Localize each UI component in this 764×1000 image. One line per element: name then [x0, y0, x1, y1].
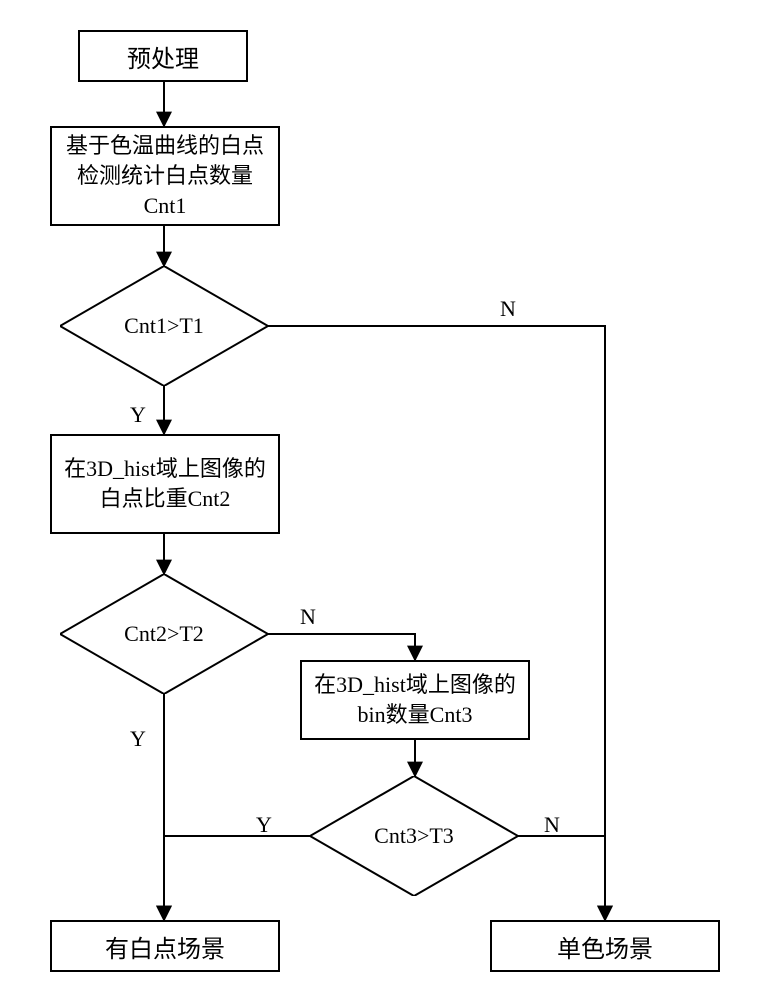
- edge-label-t3-y: Y: [256, 812, 272, 838]
- node-white-scene: 有白点场景: [50, 920, 280, 972]
- decision-t1: Cnt1>T1: [60, 266, 268, 386]
- node-label: Cnt1>T1: [124, 313, 204, 339]
- node-label: Cnt2>T2: [124, 621, 204, 647]
- node-mono-scene: 单色场景: [490, 920, 720, 972]
- node-label: 在3D_hist域上图像的白点比重Cnt2: [60, 454, 270, 513]
- edge-label-t3-n: N: [544, 812, 560, 838]
- node-cnt1: 基于色温曲线的白点检测统计白点数量Cnt1: [50, 126, 280, 226]
- edge-label-t1-n: N: [500, 296, 516, 322]
- node-cnt3: 在3D_hist域上图像的bin数量Cnt3: [300, 660, 530, 740]
- decision-t2: Cnt2>T2: [60, 574, 268, 694]
- node-label: Cnt3>T3: [374, 823, 454, 849]
- node-label: 基于色温曲线的白点检测统计白点数量Cnt1: [60, 131, 270, 220]
- node-label: 在3D_hist域上图像的bin数量Cnt3: [310, 670, 520, 729]
- node-label: 单色场景: [557, 929, 653, 964]
- flowchart-canvas: 预处理 基于色温曲线的白点检测统计白点数量Cnt1 Cnt1>T1 在3D_hi…: [0, 0, 764, 1000]
- edge-label-t2-n: N: [300, 604, 316, 630]
- node-preprocess: 预处理: [78, 30, 248, 82]
- node-cnt2: 在3D_hist域上图像的白点比重Cnt2: [50, 434, 280, 534]
- decision-t3: Cnt3>T3: [310, 776, 518, 896]
- node-label: 预处理: [127, 39, 199, 74]
- edge-label-t1-y: Y: [130, 402, 146, 428]
- edge-label-t2-y: Y: [130, 726, 146, 752]
- node-label: 有白点场景: [105, 929, 225, 964]
